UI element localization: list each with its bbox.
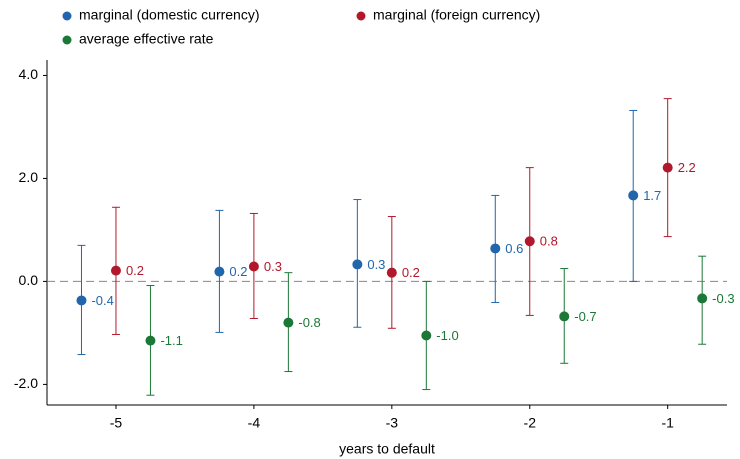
value-label: 0.2 — [229, 264, 247, 279]
point — [628, 190, 639, 201]
point — [697, 293, 708, 304]
legend-label: marginal (foreign currency) — [373, 7, 540, 23]
x-axis-label: years to default — [339, 441, 435, 457]
value-label: -0.8 — [298, 315, 320, 330]
point — [386, 267, 397, 278]
point — [524, 236, 535, 247]
point — [283, 317, 294, 328]
point — [662, 162, 673, 173]
value-label: 0.3 — [264, 259, 282, 274]
point — [490, 243, 501, 254]
value-label: 2.2 — [678, 160, 696, 175]
legend-marker — [62, 11, 72, 21]
value-label: -0.7 — [574, 309, 596, 324]
point — [352, 259, 363, 270]
value-label: -0.4 — [91, 293, 113, 308]
value-label: 0.6 — [505, 241, 523, 256]
x-tick-label: -4 — [248, 415, 261, 431]
x-tick-label: -3 — [386, 415, 399, 431]
value-label: -1.1 — [160, 333, 182, 348]
value-label: 0.2 — [402, 265, 420, 280]
value-label: -1.0 — [436, 328, 458, 343]
value-label: 1.7 — [643, 188, 661, 203]
legend-label: marginal (domestic currency) — [79, 7, 260, 23]
y-tick-label: -2.0 — [14, 375, 38, 391]
y-tick-label: 4.0 — [19, 66, 39, 82]
point — [559, 311, 570, 322]
point — [214, 266, 225, 277]
point — [421, 330, 432, 341]
x-tick-label: -5 — [110, 415, 123, 431]
value-label: 0.2 — [126, 263, 144, 278]
legend-marker — [356, 11, 366, 21]
legend-label: average effective rate — [79, 31, 214, 47]
point — [248, 261, 259, 272]
legend-marker — [62, 35, 72, 45]
value-label: 0.3 — [367, 257, 385, 272]
x-tick-label: -1 — [661, 415, 674, 431]
value-label: 0.8 — [540, 234, 558, 249]
y-tick-label: 2.0 — [19, 169, 39, 185]
x-tick-label: -2 — [524, 415, 537, 431]
point — [145, 335, 156, 346]
point — [76, 295, 87, 306]
point — [110, 265, 121, 276]
value-label: -0.3 — [712, 291, 734, 306]
y-tick-label: 0.0 — [19, 272, 39, 288]
